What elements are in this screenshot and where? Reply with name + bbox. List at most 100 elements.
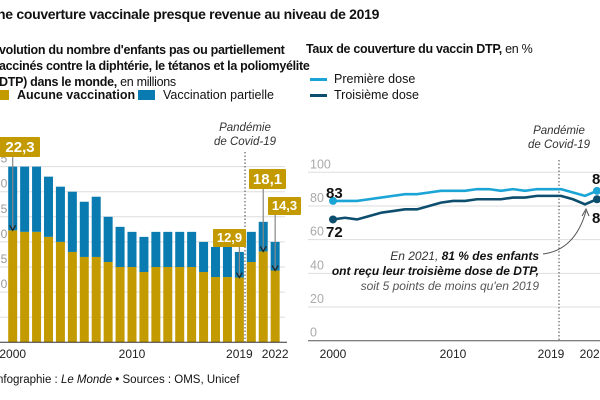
end-label: 72 — [326, 224, 343, 241]
y-tick-label: 20 — [310, 292, 324, 306]
legend-item-third: Troisième dose — [310, 88, 419, 102]
footer-sources: • Sources : OMS, Unicef — [112, 374, 240, 386]
covid-annotation: de Covid-19 — [214, 136, 277, 148]
bar-none-2009 — [115, 267, 125, 343]
footer-brand: Le Monde — [60, 374, 113, 386]
bar-none-2020 — [246, 261, 256, 343]
line-third-dose — [332, 194, 598, 221]
legend-line — [310, 93, 327, 97]
callout-line: En 2021, 81 % des enfants — [390, 249, 539, 263]
data-label: 12,9 — [217, 230, 242, 245]
y-tick-label: 10 — [0, 277, 8, 291]
x-tick-label: 2019 — [226, 347, 253, 361]
bar-none-2003 — [43, 236, 53, 343]
bar-none-2007 — [91, 256, 101, 343]
covid-annotation: Pandémie — [533, 125, 585, 137]
bar-none-2016 — [199, 272, 209, 343]
arrow-head-icon — [259, 246, 267, 253]
x-tick-label: 2022 — [262, 347, 289, 361]
bar-partial-2018 — [222, 246, 232, 278]
legend-label: Première dose — [334, 72, 416, 86]
bar-none-2013 — [163, 267, 173, 343]
left-subtitle-unit: en millions — [116, 75, 176, 89]
left-subtitle-line: DTP) dans le monde, — [0, 75, 117, 89]
point-third-dose-end — [593, 195, 600, 204]
bar-none-2000 — [8, 230, 18, 343]
footer-credits: nfographie : Le Monde • Sources : OMS, U… — [0, 374, 239, 386]
bar-partial-2016 — [199, 241, 209, 273]
data-label-box — [268, 197, 301, 215]
bar-partial-2015 — [187, 231, 197, 267]
callout-arrow — [542, 210, 587, 255]
legend-label: Troisième dose — [334, 88, 419, 102]
covid-annotation: Pandémie — [219, 122, 271, 134]
point-first-dose-end — [593, 186, 600, 195]
data-label: 22,3 — [5, 139, 34, 156]
x-tick-label: 2022 — [580, 347, 600, 361]
y-tick-label: 20 — [0, 227, 8, 241]
callout-text: En 2021, — [390, 249, 441, 263]
y-tick-label: 35 — [0, 152, 8, 166]
x-tick-label: 2010 — [119, 347, 146, 361]
bar-none-2022 — [270, 270, 280, 343]
data-label: 18,1 — [253, 171, 282, 188]
bar-none-2008 — [103, 261, 113, 343]
end-label: 89 — [592, 171, 600, 188]
bar-none-2017 — [211, 277, 221, 343]
bar-none-2005 — [67, 251, 77, 343]
legend-item-partial: Vaccination partielle — [138, 88, 274, 102]
bar-none-2019 — [234, 277, 244, 343]
bar-partial-2006 — [79, 201, 89, 257]
bar-partial-2010 — [127, 231, 137, 267]
legend-swatch — [0, 90, 9, 100]
bar-partial-2001 — [20, 166, 30, 232]
point-first-dose-start — [329, 196, 337, 205]
bar-partial-2017 — [211, 246, 221, 278]
right-subtitle-unit: en % — [501, 42, 533, 56]
y-tick-label: 80 — [310, 191, 324, 205]
right-subtitle-text: Taux de couverture du vaccin DTP, — [306, 42, 502, 56]
left-subtitle-line: volution du nombre d'enfants pas ou part… — [0, 43, 285, 57]
bar-none-2018 — [222, 277, 232, 343]
arrow-head-icon — [581, 207, 590, 217]
bar-none-2015 — [187, 267, 197, 343]
bar-none-2021 — [258, 251, 268, 343]
left-subtitle-line: accinés contre la diphtérie, le tétanos … — [0, 59, 310, 73]
covid-annotation: de Covid-19 — [528, 139, 591, 151]
x-tick-label: 2000 — [0, 347, 26, 361]
end-label: 83 — [326, 185, 343, 202]
y-tick-label: 30 — [0, 177, 8, 191]
callout-bold: 81 % des enfants — [442, 249, 540, 263]
data-label: 14,3 — [272, 198, 297, 213]
x-tick-label: 2010 — [440, 347, 467, 361]
bar-partial-2011 — [139, 236, 149, 273]
y-tick-label: 40 — [310, 258, 324, 272]
bar-none-2011 — [139, 272, 149, 343]
line-first-dose — [333, 187, 598, 203]
arrow-head-icon — [271, 265, 279, 272]
end-label: 84 — [592, 210, 600, 227]
bar-none-2006 — [79, 256, 89, 343]
bar-none-2014 — [175, 267, 185, 343]
bar-none-2001 — [20, 231, 30, 343]
y-tick-label: 60 — [310, 225, 324, 239]
bar-partial-2008 — [103, 216, 113, 262]
arrow-head-icon — [235, 272, 243, 279]
bar-partial-2004 — [55, 186, 65, 242]
bar-none-2010 — [127, 267, 137, 343]
left-subtitle: volution du nombre d'enfants pas ou part… — [0, 42, 310, 90]
point-third-dose-start — [329, 215, 337, 224]
data-label-box — [249, 169, 286, 189]
bar-partial-2003 — [43, 176, 53, 237]
bar-partial-2013 — [163, 231, 173, 267]
y-tick-label: 5 — [0, 302, 1, 316]
bar-partial-2002 — [32, 166, 42, 232]
legend-line — [310, 77, 327, 81]
x-tick-label: 2000 — [320, 347, 347, 361]
data-label-box — [213, 229, 246, 247]
y-tick-label: 100 — [310, 157, 331, 171]
bar-partial-2014 — [175, 231, 185, 267]
bar-partial-2005 — [67, 191, 77, 252]
bar-none-2004 — [55, 241, 65, 343]
